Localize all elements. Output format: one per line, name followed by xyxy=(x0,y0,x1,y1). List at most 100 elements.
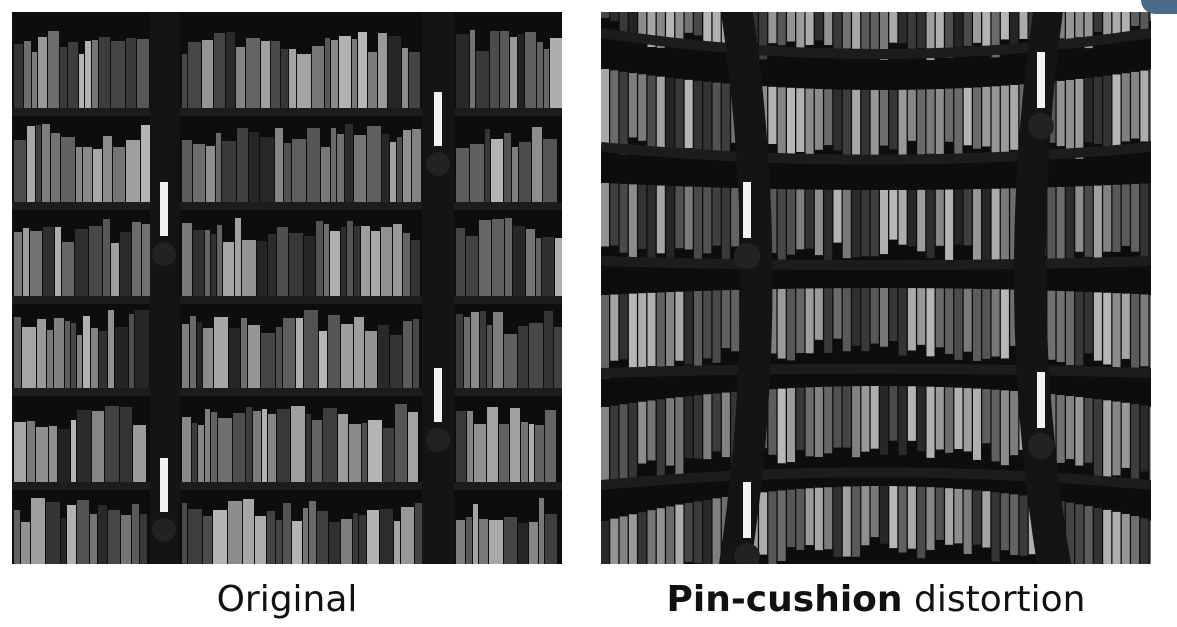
book-spine xyxy=(1000,12,1009,40)
book-spine xyxy=(694,291,702,370)
candle xyxy=(1037,52,1045,108)
book-spine xyxy=(1112,12,1121,41)
book-spine xyxy=(907,486,916,549)
book-spine xyxy=(182,417,191,482)
book-spine xyxy=(345,124,353,202)
book-spine xyxy=(140,514,147,564)
book-spine xyxy=(296,318,303,388)
book-spine xyxy=(504,133,511,202)
book-spine xyxy=(703,187,712,254)
book-spine xyxy=(982,12,991,48)
book-spine xyxy=(61,137,75,202)
book-spine xyxy=(1140,183,1149,260)
book-spine xyxy=(694,186,702,264)
book-spine xyxy=(473,504,478,564)
book-spine xyxy=(223,242,234,296)
book-spine xyxy=(768,86,777,145)
book-spine xyxy=(907,288,916,351)
book-spine xyxy=(1000,85,1009,153)
book-spine xyxy=(1131,12,1140,27)
book-spine xyxy=(521,422,528,482)
book-spine xyxy=(889,486,898,549)
book-spine xyxy=(814,288,823,340)
book-spine xyxy=(703,394,712,460)
book-spine xyxy=(292,521,302,564)
book-spine xyxy=(870,486,879,538)
book-spine xyxy=(814,88,823,150)
book-spine xyxy=(731,188,740,247)
book-spine xyxy=(601,183,609,247)
book-spine xyxy=(1056,395,1065,463)
book-spine xyxy=(777,87,786,157)
book-spine xyxy=(403,233,410,296)
book-spine xyxy=(271,41,280,108)
book-spine xyxy=(945,288,954,354)
book-spine xyxy=(542,237,554,296)
book-spine xyxy=(92,411,104,482)
book-spine xyxy=(1010,289,1019,346)
book-spine xyxy=(712,82,721,157)
book-spine xyxy=(77,335,82,388)
book-spine xyxy=(337,134,344,202)
book-spine xyxy=(703,81,712,158)
book-spine xyxy=(954,189,963,245)
book-spine xyxy=(1121,513,1130,564)
book-spine xyxy=(610,405,619,482)
book-spine xyxy=(85,41,91,108)
book-spine xyxy=(504,334,517,388)
book-spine xyxy=(93,149,102,202)
book-spine xyxy=(525,32,536,108)
book-spine xyxy=(512,147,518,202)
book-spine xyxy=(907,12,916,51)
book-spine xyxy=(1149,294,1151,375)
book-spine xyxy=(917,189,926,252)
book-spine xyxy=(852,89,861,160)
book-spine xyxy=(870,288,879,344)
book-spine xyxy=(21,522,30,564)
book-spine xyxy=(777,189,786,260)
book-spine xyxy=(842,189,851,259)
book-spine xyxy=(777,388,786,464)
book-spine xyxy=(255,516,266,564)
book-spine xyxy=(880,386,888,455)
book-spine xyxy=(1084,185,1093,257)
book-spine xyxy=(203,516,212,564)
book-spine xyxy=(1066,186,1074,260)
book-spine xyxy=(601,12,609,18)
book-spine xyxy=(1103,509,1112,564)
book-spine xyxy=(83,147,92,202)
book-spine xyxy=(226,32,235,108)
book-spine xyxy=(190,316,196,388)
book-spine xyxy=(824,89,833,146)
book-spine xyxy=(283,318,295,388)
book-spine xyxy=(656,508,665,564)
book-spine xyxy=(261,41,270,108)
book-spine xyxy=(103,219,110,296)
book-spine xyxy=(1131,183,1140,252)
caption-distortion-bold: Pin-cushion xyxy=(666,579,903,620)
book-spine xyxy=(1131,516,1140,564)
book-spine xyxy=(852,486,861,557)
book-spine xyxy=(963,189,972,246)
book-spine xyxy=(1149,69,1151,142)
book-spine xyxy=(963,388,972,452)
book-spine xyxy=(907,386,916,441)
book-spine xyxy=(917,89,926,162)
book-spine xyxy=(880,89,888,146)
book-spine xyxy=(36,125,41,202)
shelf-board xyxy=(12,202,562,210)
book-spine xyxy=(529,424,534,482)
candle xyxy=(743,182,751,238)
book-spine xyxy=(99,331,107,388)
book-spine xyxy=(27,126,35,202)
book-spine xyxy=(281,49,288,108)
book-spine xyxy=(354,317,364,388)
book-spine xyxy=(338,414,348,482)
book-spine xyxy=(991,188,1000,260)
book-spine xyxy=(945,189,954,261)
book-spine xyxy=(218,418,232,482)
book-spine xyxy=(479,220,491,296)
book-spine xyxy=(945,88,954,142)
book-spine xyxy=(113,147,125,202)
book-spine xyxy=(474,424,486,482)
